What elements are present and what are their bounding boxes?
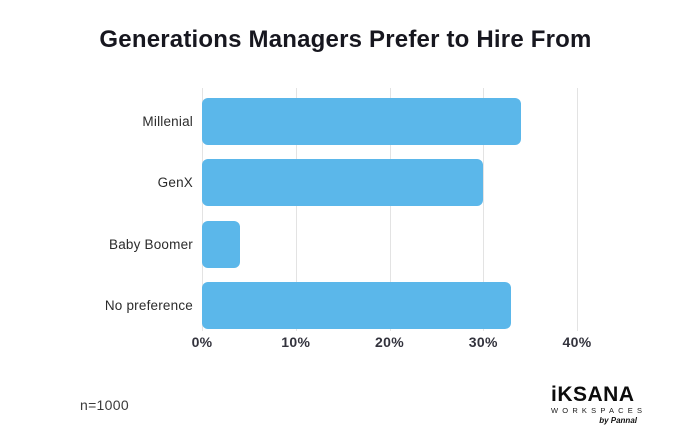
chart-title: Generations Managers Prefer to Hire From	[99, 26, 592, 53]
sample-size-note: n=1000	[80, 397, 129, 413]
x-tick-label-0%: 0%	[191, 334, 213, 350]
gridline-0%	[202, 88, 203, 331]
bar-no-preference	[202, 281, 512, 329]
gridline-10%	[295, 88, 297, 331]
category-label-genx: GenX	[157, 175, 193, 191]
x-tick-label-20%: 20%	[375, 334, 404, 350]
x-tick-label-10%: 10%	[281, 334, 311, 350]
x-tick-label-40%: 40%	[562, 334, 592, 350]
gridline-40%	[577, 88, 578, 331]
logo-subtitle-text: WORKSPACES	[551, 406, 647, 415]
gridline-20%	[389, 88, 391, 331]
iksana-logo: iKSANA WORKSPACES by Pannal	[551, 383, 647, 425]
x-tick-label-30%: 30%	[468, 334, 498, 350]
logo-brand-text: iKSANA	[551, 383, 635, 406]
bar-baby-boomer	[202, 220, 240, 268]
category-label-no-preference: No preference	[104, 297, 193, 313]
bar-millenial	[202, 98, 521, 145]
gridline-30%	[483, 88, 485, 331]
category-label-baby-boomer: Baby Boomer	[109, 236, 193, 252]
bar-genx	[202, 159, 484, 207]
logo-byline-text: by Pannal	[599, 416, 637, 425]
category-label-millenial: Millenial	[142, 114, 193, 129]
